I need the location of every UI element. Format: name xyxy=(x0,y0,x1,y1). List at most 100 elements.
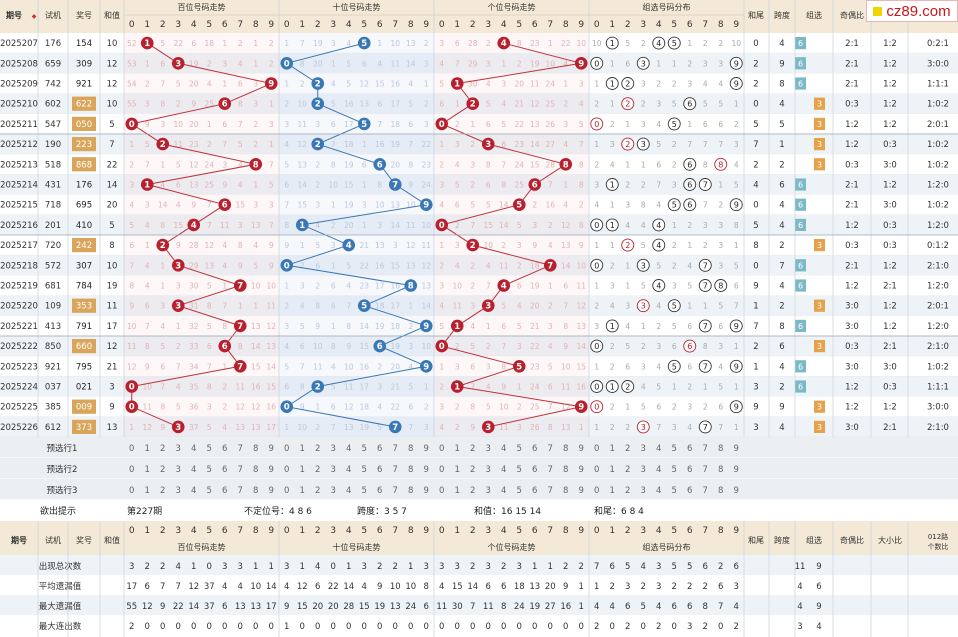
miss-value: 28 xyxy=(468,39,478,48)
draw-ball-digit: 2 xyxy=(160,140,166,150)
group-miss-value: 2 xyxy=(703,403,708,412)
miss-value: 2 xyxy=(470,181,475,190)
stats-value: 27 xyxy=(545,602,556,612)
group-miss-value: 1 xyxy=(734,342,739,351)
table-row[interactable]: 2025213 518 868 22 2 7 1 5 12 24 3 4 7 5 13 2 8 19 6 20 8 23 2… xyxy=(0,154,958,175)
group-number: 5 xyxy=(672,39,677,48)
group-badge-value: 3 xyxy=(817,342,822,351)
table-row[interactable]: 2025209 742 921 12 54 2 7 5 20 4 1 6 3 1 2 4 5 12 15 16 4 1 5 3… xyxy=(0,73,958,94)
table-row[interactable]: 2025212 190 223 7 1 5 11 23 2 7 5 2 1 4 12 7 18 1 16 19 7 22 1… xyxy=(0,134,958,155)
span-cell: 2 xyxy=(779,241,784,251)
miss-value: 11 xyxy=(235,383,245,392)
mod3-cell: 2:0:1 xyxy=(927,302,949,312)
miss-value: 4 xyxy=(176,383,181,392)
digit-header: 5 xyxy=(361,20,367,30)
miss-value: 10 xyxy=(251,282,261,291)
site-logo[interactable]: cz89.com xyxy=(866,0,958,22)
miss-value: 3 xyxy=(501,80,506,89)
miss-value: 8 xyxy=(579,160,584,169)
table-row[interactable]: 2025216 201 410 5 5 4 8 15 7 11 3 13 7 8 4 2 20 1 3 14 11 10 2… xyxy=(0,214,958,236)
table-row[interactable]: 2025225 385 009 9 11 8 5 36 3 2 12 12 16 9 1 6 12 18 4 22 6 2… xyxy=(0,396,958,418)
digit-header: 8 xyxy=(253,20,259,30)
draw-ball xyxy=(373,158,387,171)
miss-value: 18 xyxy=(375,302,385,311)
stats-value: 2 xyxy=(594,622,599,632)
preselect-digit: 3 xyxy=(331,465,336,475)
preselect-row[interactable]: 预选行1 0 1 2 3 4 5 6 7 8 9 0 1 2 3 4 5 6 7 8 9 0 1 2 3 4 5 6 7 8 9 0 1 2 3 4 5… xyxy=(0,437,958,459)
preselect-digit: 1 xyxy=(300,486,305,496)
preselect-row[interactable]: 预选行3 0 1 2 3 4 5 6 7 8 9 0 1 2 3 4 5 6 7 8 9 0 1 2 3 4 5 6 7 8 9 0 1 2 3 4 5… xyxy=(0,479,958,501)
miss-value: 6 xyxy=(222,120,227,129)
period-cell: 2025224 xyxy=(0,383,38,393)
miss-value: 7 xyxy=(548,403,553,412)
draw-ball xyxy=(466,97,480,110)
table-row[interactable]: 2025214 431 176 14 3 4 6 13 25 9 4 1 5 6 14 2 10 15 1 8 9 24 3… xyxy=(0,174,958,195)
stats-value: 4 xyxy=(439,582,444,592)
miss-value: 12 xyxy=(576,302,586,311)
stats-value: 5 xyxy=(672,562,677,572)
stats-value: 10 xyxy=(390,582,401,592)
group-number-circle xyxy=(636,258,650,272)
table-row[interactable]: 2025223 921 795 21 12 9 6 7 34 7 1 15 14 5 7 11 4 10 16 2 20… xyxy=(0,356,958,377)
miss-value: 3 xyxy=(145,100,150,109)
miss-value: 1 xyxy=(222,282,227,291)
trial-cell: 612 xyxy=(45,423,61,433)
stats-value: 5 xyxy=(641,602,646,612)
stats-group-6: 3 xyxy=(797,622,802,632)
table-row[interactable]: 2025219 681 784 19 8 4 1 3 30 5 1 10 10 1 3 2 6 4 23 17 16 13… xyxy=(0,275,958,296)
group-miss-value: 1 xyxy=(734,423,739,432)
group-number-circle xyxy=(698,420,712,434)
group-number-circle xyxy=(621,238,635,252)
table-row[interactable]: 2025211 547 050 5 9 3 10 20 1 6 7 2 3 3 11 3 6 17 7 18 6 3 2 1 6… xyxy=(0,113,958,135)
miss-value: 1 xyxy=(269,100,274,109)
table-row[interactable]: 2025218 572 307 10 7 4 1 29 13 4 9 5 9 2 6 1 5 22 16 15 13 12… xyxy=(0,255,958,276)
miss-value: 1 xyxy=(563,80,568,89)
table-row[interactable]: 2025226 612 373 13 1 12 9 37 5 4 13 13 17 1 10 2 7 13 19 5 7… xyxy=(0,416,958,438)
group-miss-value: 5 xyxy=(641,403,646,412)
draw-ball xyxy=(280,259,294,272)
group-number-circle xyxy=(636,137,650,151)
stats-value: 15 xyxy=(297,602,308,612)
digit-header: 2 xyxy=(470,20,476,30)
hint-tail: 和尾：6 8 4 xyxy=(594,507,644,517)
table-row[interactable]: 2025221 413 791 17 10 7 4 1 32 5 8 13 12 3 5 9 1 8 14 19 18 2… xyxy=(0,315,958,337)
group-miss-value: 5 xyxy=(656,140,661,149)
group-badge-value: 3 xyxy=(817,403,822,412)
stats-value: 4 xyxy=(238,582,243,592)
group-badge-value: 3 xyxy=(817,302,822,311)
stats-value: 0 xyxy=(253,622,258,632)
table-row[interactable]: 2025208 659 309 12 53 1 6 19 2 3 4 1 2 8 20 1 5 6 4 11 14 3 4 7… xyxy=(0,53,958,74)
draw-ball-digit: 0 xyxy=(439,342,445,352)
draw-ball-digit: 5 xyxy=(361,302,367,312)
group-miss-value: 6 xyxy=(625,362,630,371)
miss-value: 2 xyxy=(439,383,444,392)
preselect-digit: 5 xyxy=(362,486,367,496)
preselect-row[interactable]: 预选行2 0 1 2 3 4 5 6 7 8 9 0 1 2 3 4 5 6 7 8 9 0 1 2 3 4 5 6 7 8 9 0 1 2 3 4 5… xyxy=(0,458,958,480)
draw-ball xyxy=(435,339,449,353)
miss-value: 3 xyxy=(393,241,398,250)
group-miss-value: 2 xyxy=(641,342,646,351)
stats-value: 2 xyxy=(703,622,708,632)
mod3-cell: 1:0:2 xyxy=(927,201,949,211)
miss-value: 7 xyxy=(284,201,289,210)
table-row[interactable]: 2025215 718 695 20 4 3 14 4 9 7 15 3 3 7 15 3 1 19 3 10 13 10… xyxy=(0,194,958,216)
group-miss-value: 4 xyxy=(656,120,661,129)
miss-value: 1 xyxy=(377,39,382,48)
table-row[interactable]: 2025207 176 154 10 52 5 22 6 18 1 2 1 2 1 7 19 3 4 1 10 13 2 3… xyxy=(0,33,958,54)
miss-value: 13 xyxy=(251,322,261,331)
preselect-digit: 0 xyxy=(594,465,599,475)
preselect-digit: 1 xyxy=(145,486,150,496)
table-row[interactable]: 2025220 109 353 11 9 6 3 31 8 7 1 1 11 2 4 8 6 7 18 17 1 14 4 1… xyxy=(0,295,958,317)
miss-value: 35 xyxy=(189,383,199,392)
miss-value: 11 xyxy=(576,282,586,291)
miss-value: 17 xyxy=(266,423,276,432)
stats-value: 2 xyxy=(129,622,134,632)
digit-header: 6 xyxy=(532,20,538,30)
miss-value: 13 xyxy=(530,120,540,129)
miss-value: 2 xyxy=(455,403,460,412)
section-tint xyxy=(434,295,589,316)
draw-ball xyxy=(264,77,278,90)
miss-value: 2 xyxy=(377,362,382,371)
table-row[interactable]: 2025222 850 660 12 11 8 5 2 33 6 8 14 13 4 6 10 8 9 15 19 3 1… xyxy=(0,336,958,357)
